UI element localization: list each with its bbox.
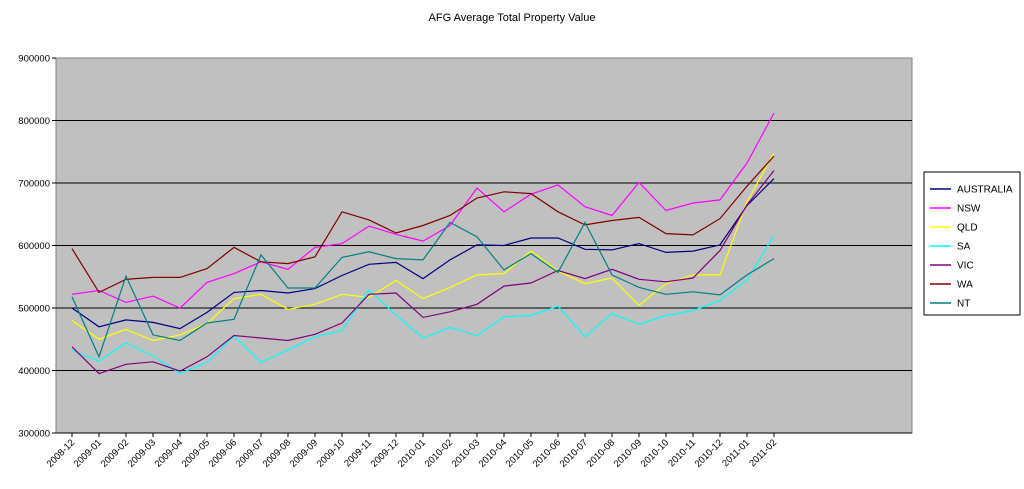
legend-label: NSW (957, 204, 981, 215)
y-tick-label: 500000 (18, 304, 50, 315)
x-tick-label: 2009-11 (342, 437, 374, 469)
y-tick-label: 600000 (18, 241, 50, 252)
x-tick-label: 2010-08 (585, 437, 617, 469)
series-line-qld (71, 152, 775, 342)
x-tick-label: 2011-02 (747, 437, 779, 469)
x-tick-label: 2009-02 (99, 437, 131, 469)
series-lines (71, 112, 775, 375)
x-axis: 2008-122009-012009-022009-032009-042009-… (45, 432, 912, 470)
x-tick-label: 2010-12 (693, 437, 725, 469)
x-tick-label: 2010-06 (531, 437, 563, 469)
legend: AUSTRALIA NSW QLD SA VIC WA NT (923, 171, 1021, 316)
legend-label: SA (957, 242, 971, 253)
y-tick-label: 700000 (18, 179, 50, 190)
legend-box (923, 171, 1021, 316)
y-tick-label: 300000 (18, 429, 50, 440)
series-line-australia (71, 178, 775, 330)
x-tick-label: 2010-04 (477, 437, 509, 469)
x-tick-label: 2009-03 (126, 437, 158, 469)
series-line-sa (71, 235, 775, 375)
chart-title: AFG Average Total Property Value (429, 12, 596, 24)
x-tick-label: 2010-09 (612, 437, 644, 469)
legend-label: WA (957, 280, 973, 291)
x-tick-label: 2009-07 (234, 437, 266, 469)
y-tick-label: 400000 (18, 366, 50, 377)
x-tick-label: 2010-07 (558, 437, 590, 469)
legend-label: AUSTRALIA (957, 185, 1013, 196)
x-tick-label: 2010-05 (504, 437, 536, 469)
y-axis: 300000 400000 500000 600000 700000 800000 9000… (18, 54, 56, 440)
x-tick-label: 2009-08 (261, 437, 293, 469)
x-tick-label: 2010-01 (396, 437, 428, 469)
x-tick-label: 2009-09 (288, 437, 320, 469)
x-tick-label: 2009-01 (72, 437, 104, 469)
x-tick-label: 2009-04 (153, 437, 185, 469)
x-tick-label: 2010-10 (639, 437, 671, 469)
series-line-wa (71, 155, 775, 294)
legend-label: VIC (957, 261, 974, 272)
x-tick-label: 2010-03 (450, 437, 482, 469)
x-tick-label: 2008-12 (45, 437, 77, 469)
x-tick-label: 2009-06 (207, 437, 239, 469)
x-tick-label: 2009-05 (180, 437, 212, 469)
y-tick-label: 900000 (18, 54, 50, 65)
legend-label: QLD (957, 223, 978, 234)
series-line-vic (71, 170, 775, 375)
x-tick-label: 2010-11 (666, 437, 698, 469)
x-tick-label: 2010-02 (423, 437, 455, 469)
x-tick-label: 2009-10 (315, 437, 347, 469)
legend-label: NT (957, 299, 970, 310)
series-line-nsw (71, 112, 775, 309)
series-line-nt (71, 221, 775, 359)
y-tick-label: 800000 (18, 116, 50, 127)
x-tick-label: 2011-01 (720, 437, 752, 469)
x-tick-label: 2009-12 (369, 437, 401, 469)
